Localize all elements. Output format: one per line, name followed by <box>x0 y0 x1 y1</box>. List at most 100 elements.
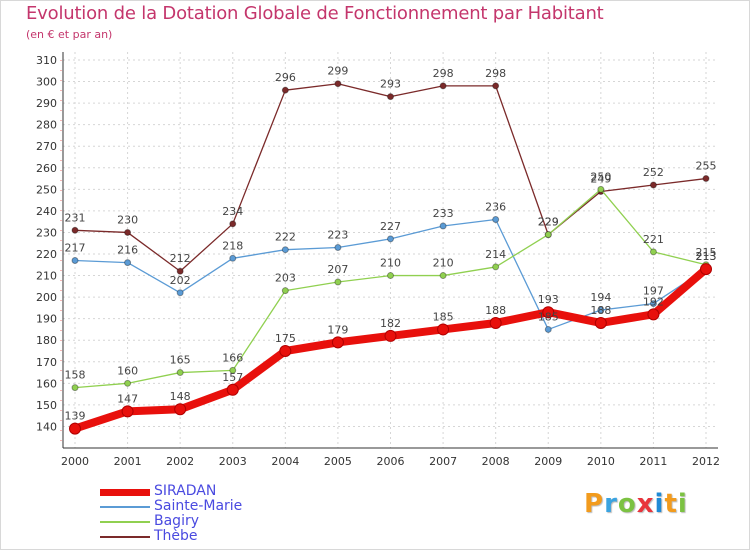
data-point <box>384 329 397 342</box>
data-label: 234 <box>222 205 243 218</box>
data-point <box>334 244 342 252</box>
legend-swatch <box>100 506 150 508</box>
data-label: 158 <box>65 369 86 382</box>
data-point <box>229 220 237 228</box>
data-label: 229 <box>538 216 559 229</box>
data-label: 293 <box>380 78 401 91</box>
y-tick-label: 240 <box>36 205 57 218</box>
y-tick-label: 190 <box>36 313 57 326</box>
y-tick-label: 230 <box>36 226 57 239</box>
data-point <box>229 254 237 262</box>
data-label: 214 <box>485 248 506 261</box>
data-label: 216 <box>117 244 138 257</box>
legend-label: Bagiry <box>154 513 200 529</box>
y-tick-label: 260 <box>36 162 57 175</box>
logo-letter: o <box>617 489 637 519</box>
data-label: 249 <box>590 172 611 185</box>
data-label: 148 <box>170 390 191 403</box>
data-point <box>439 82 447 90</box>
data-point <box>597 306 605 314</box>
chart-title: Evolution de la Dotation Globale de Fonc… <box>26 3 604 24</box>
data-point <box>387 235 394 243</box>
data-point <box>387 272 394 280</box>
y-tick-label: 180 <box>36 334 57 347</box>
x-tick-label: 2010 <box>587 455 615 468</box>
x-tick-label: 2009 <box>534 455 562 468</box>
data-point <box>176 289 184 297</box>
data-point <box>176 369 184 377</box>
y-tick-label: 150 <box>36 399 57 412</box>
data-point <box>492 82 500 90</box>
data-point <box>331 336 344 349</box>
data-point <box>71 256 79 264</box>
series-lines <box>69 80 712 435</box>
data-point <box>334 278 342 286</box>
legend-label: Thèbe <box>154 528 198 544</box>
x-tick-label: 2002 <box>166 455 194 468</box>
data-label: 157 <box>222 371 243 384</box>
data-label: 194 <box>590 291 611 304</box>
data-point <box>597 185 605 193</box>
logo-letter: P <box>584 489 605 519</box>
data-label: 139 <box>65 410 86 423</box>
x-tick-label: 2003 <box>219 455 247 468</box>
logo-letter: i <box>677 489 688 519</box>
axes: 140 150 160 170 180 190 200 210 220 230 240 250 260 2… <box>36 52 720 468</box>
y-tick-label: 270 <box>36 140 57 153</box>
data-label: 213 <box>696 250 717 263</box>
proxiti-logo: Proxiti <box>584 489 688 519</box>
x-tick-label: 2001 <box>114 455 142 468</box>
data-point <box>542 306 555 319</box>
data-point <box>439 272 447 280</box>
data-label: 203 <box>275 272 296 285</box>
data-point <box>229 366 237 374</box>
data-label: 250 <box>590 170 611 183</box>
x-tick-label: 2004 <box>271 455 299 468</box>
data-point <box>334 80 342 88</box>
line-chart: 140 150 160 170 180 190 200 210 220 230 240 250 260 2… <box>36 52 720 468</box>
data-label: 221 <box>643 233 664 246</box>
data-point <box>121 405 134 418</box>
data-label: 298 <box>433 67 454 80</box>
data-label: 213 <box>696 250 717 263</box>
data-label: 218 <box>222 239 243 252</box>
data-point <box>700 263 712 276</box>
data-point <box>489 316 502 329</box>
data-label: 160 <box>117 364 138 377</box>
data-point <box>174 403 187 416</box>
chart-subtitle: (en € et par an) <box>26 28 113 41</box>
x-tick-label: 2012 <box>692 455 720 468</box>
legend-swatch <box>100 521 150 523</box>
legend-swatch <box>100 489 150 496</box>
data-label: 233 <box>433 207 454 220</box>
data-label: 229 <box>538 216 559 229</box>
data-label: 185 <box>433 310 454 323</box>
y-tick-label: 310 <box>36 54 57 67</box>
data-label: 227 <box>380 220 401 233</box>
y-tick-label: 170 <box>36 356 57 369</box>
y-tick-label: 160 <box>36 377 57 390</box>
data-point <box>226 383 239 396</box>
data-label: 296 <box>275 71 296 84</box>
data-label: 299 <box>327 65 348 78</box>
data-point <box>281 287 289 295</box>
data-point <box>649 248 657 256</box>
data-label: 192 <box>643 295 664 308</box>
data-point <box>124 259 132 267</box>
legend-swatch <box>100 536 150 538</box>
y-tick-label: 300 <box>36 76 57 89</box>
y-tick-label: 220 <box>36 248 57 261</box>
data-label: 179 <box>327 323 348 336</box>
data-label: 166 <box>222 351 243 364</box>
data-label: 210 <box>380 257 401 270</box>
data-point <box>71 384 79 392</box>
data-label: 207 <box>327 263 348 276</box>
y-tick-label: 290 <box>36 97 57 110</box>
data-label: 188 <box>485 304 506 317</box>
x-tick-label: 2007 <box>429 455 457 468</box>
logo-letter: x <box>636 489 655 519</box>
data-label: 212 <box>170 252 191 265</box>
data-label: 185 <box>538 310 559 323</box>
data-label: 175 <box>275 332 296 345</box>
y-tick-label: 250 <box>36 183 57 196</box>
